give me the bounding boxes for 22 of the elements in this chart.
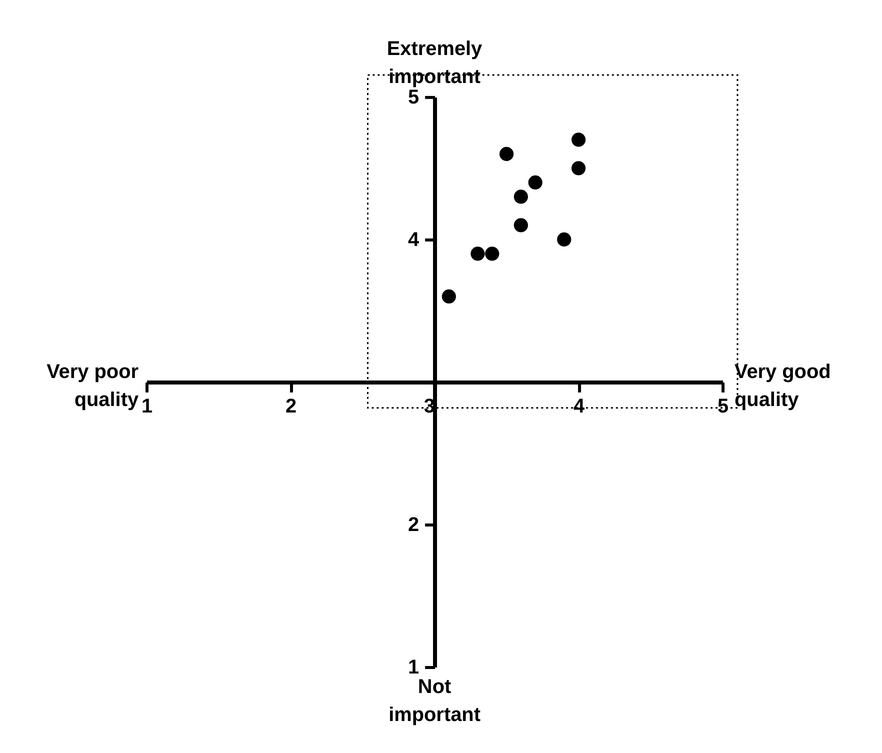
text: Extremely important: [386, 38, 482, 88]
x-tick-label: 4: [573, 395, 585, 418]
point: [514, 190, 528, 204]
text: Very poor quality: [46, 361, 139, 411]
point: [528, 175, 542, 190]
text: Very good quality: [734, 361, 831, 411]
x-tick-label: 1: [141, 395, 153, 418]
x-tick-label: 5: [717, 395, 729, 418]
point: [442, 289, 456, 304]
point: [571, 161, 586, 176]
y-tick-label: 1: [408, 656, 420, 678]
y-tick-label: 2: [408, 514, 420, 536]
text: Not important: [388, 676, 481, 726]
point: [514, 218, 528, 232]
y-tick-label: 5: [408, 86, 420, 108]
y-tick-label: 4: [408, 228, 420, 251]
point: [557, 232, 572, 247]
point: [499, 146, 514, 161]
point: [470, 246, 485, 261]
x-tick-label: 2: [285, 395, 297, 418]
point: [571, 132, 586, 147]
point: [485, 246, 500, 261]
